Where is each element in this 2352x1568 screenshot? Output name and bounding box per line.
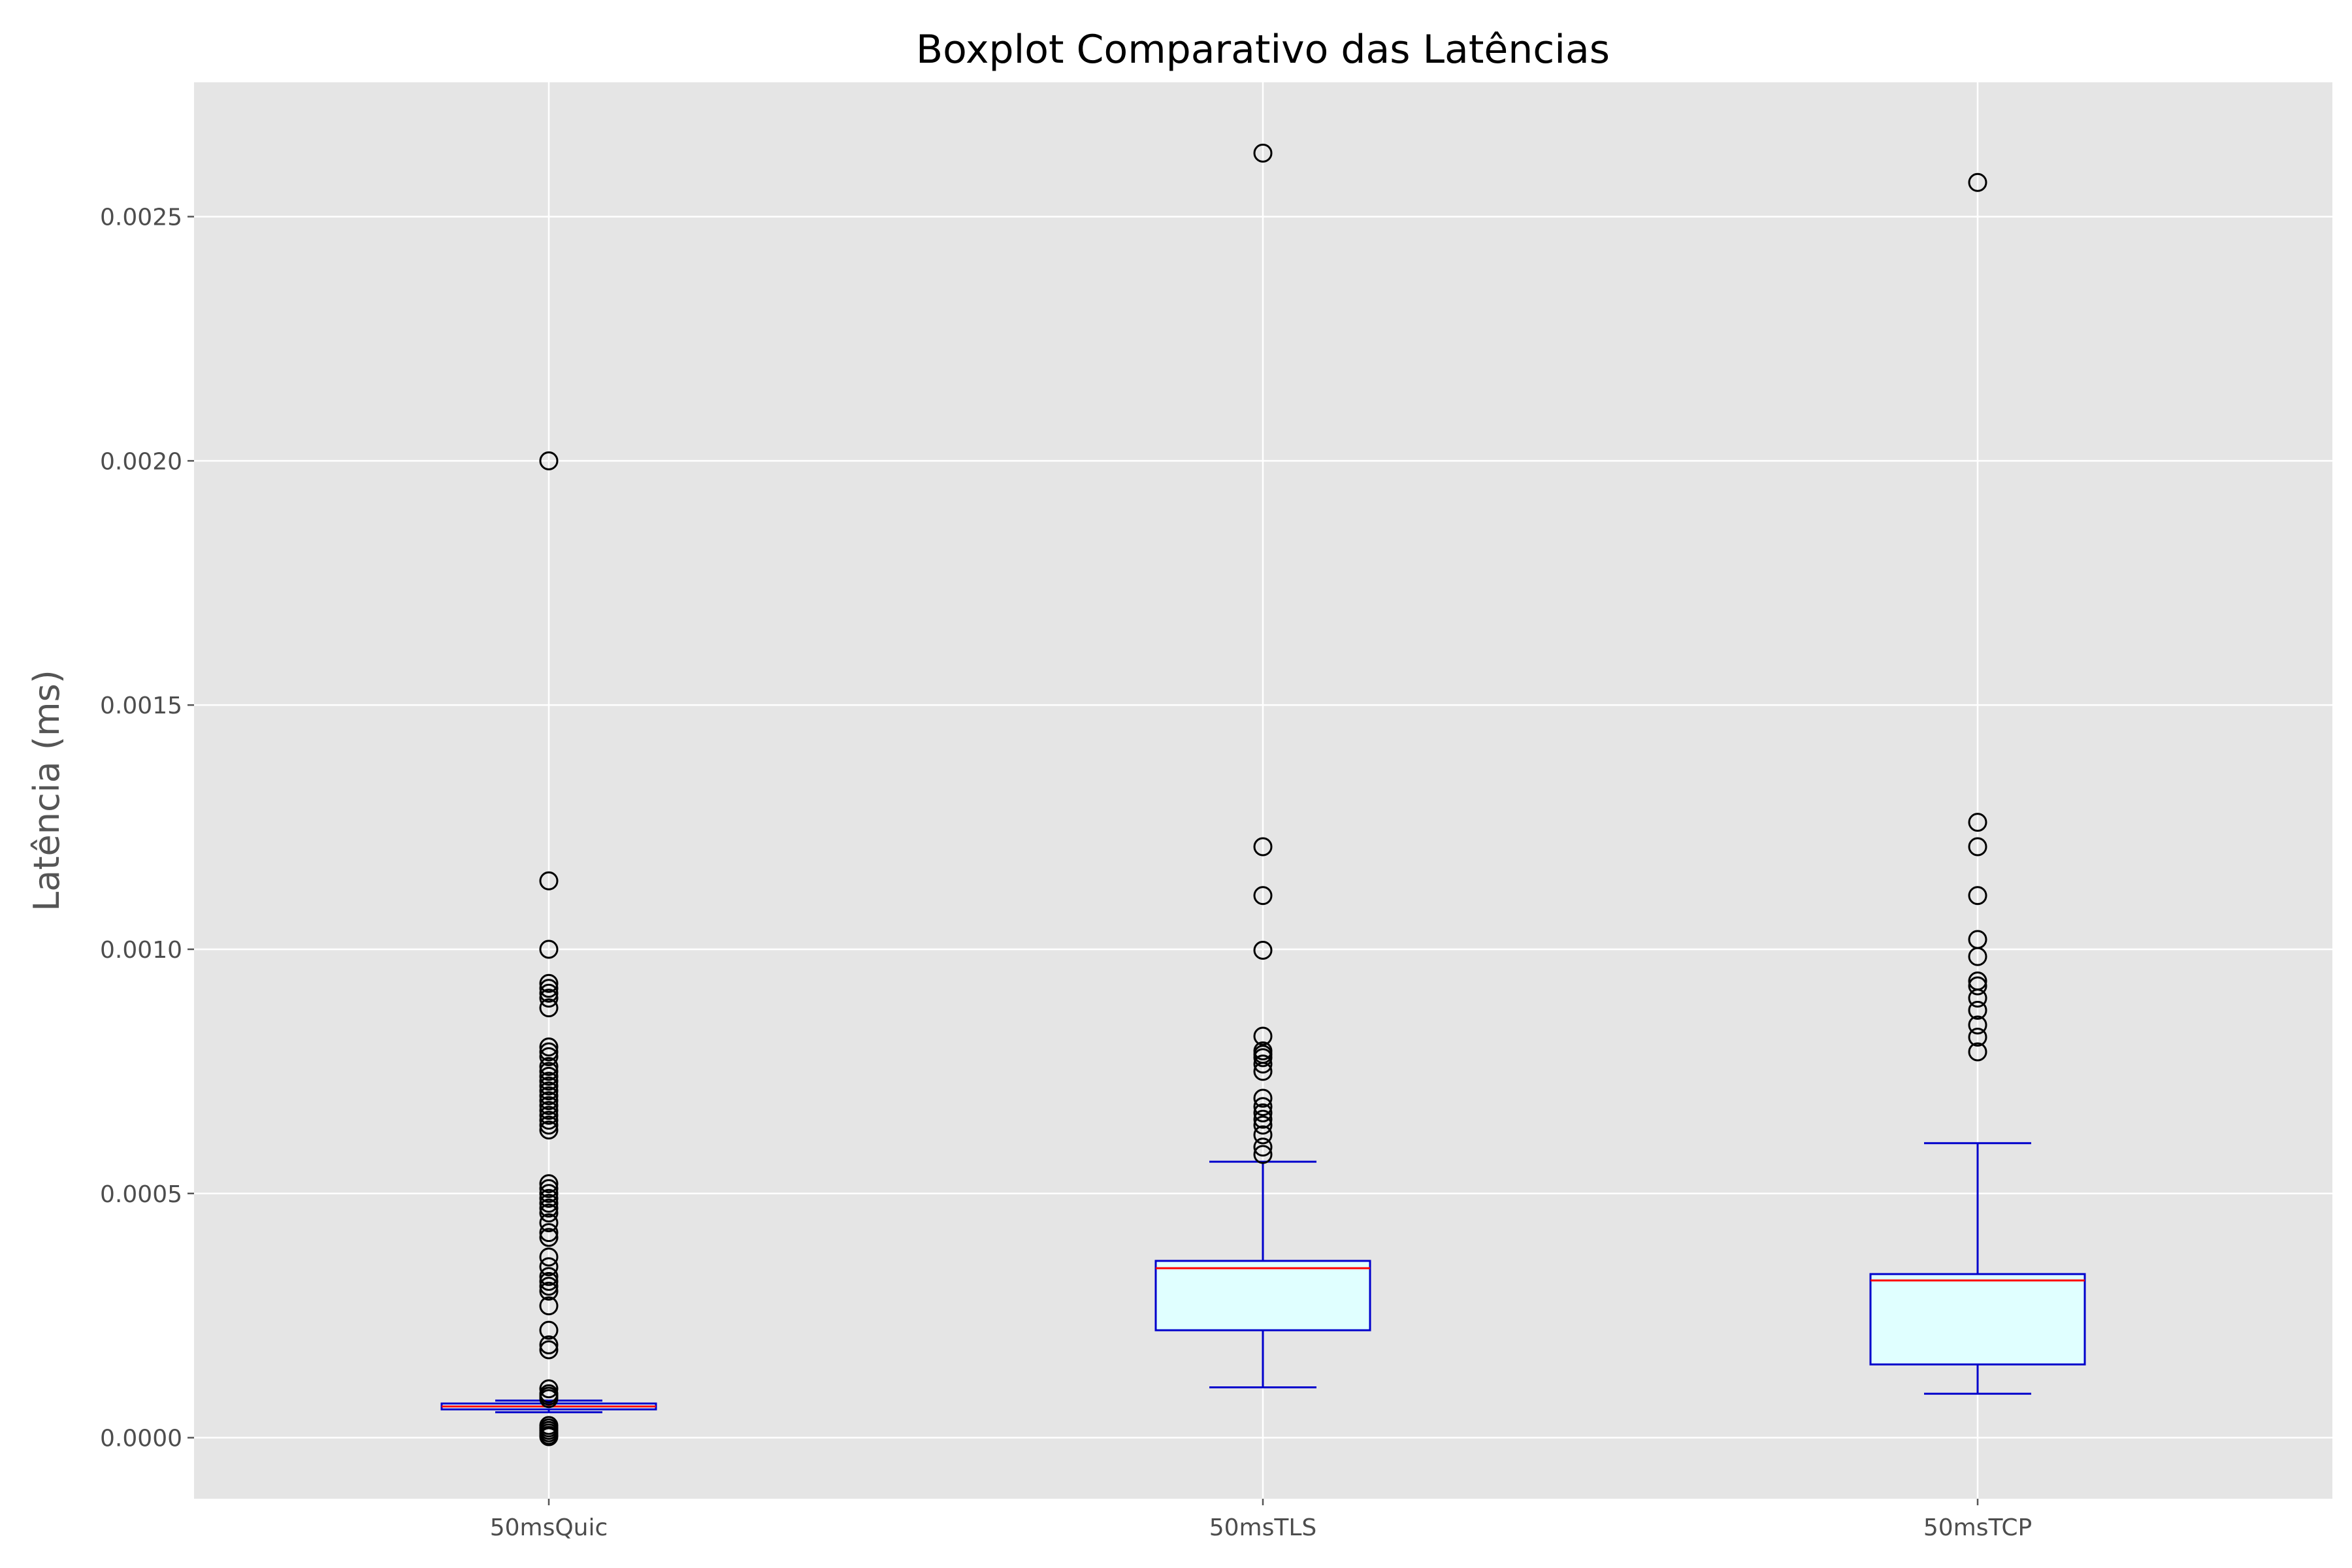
outlier-point bbox=[539, 1086, 559, 1105]
outlier-point bbox=[1253, 1115, 1273, 1135]
box-50msTCP bbox=[1869, 172, 2086, 1395]
outlier-point bbox=[539, 1427, 559, 1446]
x-tick-label: 50msQuic bbox=[490, 1514, 608, 1541]
outlier-point bbox=[539, 1271, 559, 1291]
outlier-point bbox=[539, 939, 559, 959]
outlier-point bbox=[539, 1037, 559, 1056]
outlier-point bbox=[539, 1213, 559, 1233]
outlier-point bbox=[1253, 1054, 1273, 1074]
outlier-point bbox=[1253, 1097, 1273, 1117]
outlier-point bbox=[539, 1179, 559, 1198]
outlier-point bbox=[539, 1115, 559, 1135]
outlier-point bbox=[1968, 988, 1987, 1008]
outlier-point bbox=[539, 1120, 559, 1140]
box-50msTLS bbox=[1154, 143, 1371, 1389]
y-tick-label: 0.0020 bbox=[100, 448, 182, 475]
outlier-point bbox=[539, 998, 559, 1018]
outlier-point bbox=[1968, 947, 1987, 966]
chart-title: Boxplot Comparativo das Latências bbox=[916, 27, 1610, 73]
outlier-point bbox=[1253, 837, 1273, 857]
outlier-point bbox=[539, 1184, 559, 1203]
outlier-point bbox=[1968, 813, 1987, 832]
outlier-point bbox=[539, 1203, 559, 1223]
outlier-point bbox=[539, 979, 559, 998]
outlier-point bbox=[539, 1096, 559, 1115]
y-tick-label: 0.0025 bbox=[100, 204, 182, 231]
outlier-point bbox=[539, 1277, 559, 1296]
outlier-point bbox=[539, 1386, 559, 1406]
outlier-point bbox=[539, 1198, 559, 1218]
outlier-point bbox=[539, 1071, 559, 1091]
outlier-point bbox=[539, 451, 559, 470]
outlier-point bbox=[1253, 940, 1273, 960]
outlier-point bbox=[1968, 172, 1987, 192]
outlier-point bbox=[1968, 1028, 1987, 1047]
outlier-point bbox=[539, 1091, 559, 1111]
outlier-point bbox=[539, 1076, 559, 1096]
outlier-point bbox=[1968, 976, 1987, 996]
outlier-point bbox=[539, 1320, 559, 1340]
y-axis-label: Latência (ms) bbox=[26, 670, 67, 911]
outlier-point bbox=[539, 1335, 559, 1355]
outlier-point bbox=[539, 1296, 559, 1316]
outlier-point bbox=[1968, 1015, 1987, 1035]
outlier-point bbox=[1253, 886, 1273, 906]
y-tick-label: 0.0015 bbox=[100, 693, 182, 719]
outlier-point bbox=[1253, 1048, 1273, 1068]
outlier-point bbox=[539, 983, 559, 1003]
outlier-point bbox=[1253, 1088, 1273, 1108]
x-axis-ticks: 50msQuic 50msTLS 50msTCP bbox=[490, 1499, 2032, 1541]
outlier-point bbox=[539, 1257, 559, 1277]
outlier-point bbox=[539, 973, 559, 993]
outlier-point bbox=[539, 1194, 559, 1213]
outlier-point bbox=[539, 1081, 559, 1101]
outlier-point bbox=[539, 1228, 559, 1247]
outlier-point bbox=[539, 1101, 559, 1120]
y-tick-label: 0.0005 bbox=[100, 1181, 182, 1208]
outlier-point bbox=[1253, 1062, 1273, 1081]
outlier-point bbox=[539, 1066, 559, 1086]
outlier-point bbox=[1968, 1000, 1987, 1020]
outlier-point bbox=[539, 1047, 559, 1066]
outlier-point bbox=[1253, 1145, 1273, 1164]
outlier-point bbox=[539, 1267, 559, 1286]
y-tick-label: 0.0000 bbox=[100, 1426, 182, 1452]
box-series bbox=[440, 143, 2086, 1446]
outlier-point bbox=[539, 988, 559, 1008]
iqr-box bbox=[1154, 1260, 1371, 1331]
outlier-point bbox=[539, 1340, 559, 1360]
outlier-point bbox=[539, 1105, 559, 1125]
outlier-point bbox=[539, 1281, 559, 1301]
outlier-point bbox=[539, 1223, 559, 1243]
outlier-point bbox=[1968, 1042, 1987, 1062]
outlier-point bbox=[1253, 1125, 1273, 1145]
outlier-point bbox=[1253, 1103, 1273, 1122]
outlier-point bbox=[539, 871, 559, 890]
outlier-point bbox=[539, 1188, 559, 1208]
outlier-point bbox=[1968, 837, 1987, 857]
outlier-point bbox=[1253, 1109, 1273, 1129]
outlier-point bbox=[539, 1062, 559, 1081]
outlier-point bbox=[539, 1247, 559, 1267]
outlier-point bbox=[539, 1174, 559, 1194]
outlier-point bbox=[539, 1042, 559, 1062]
x-tick-label: 50msTLS bbox=[1209, 1514, 1317, 1541]
outlier-point bbox=[1253, 1026, 1273, 1046]
outlier-point bbox=[539, 1056, 559, 1076]
y-tick-label: 0.0010 bbox=[100, 937, 182, 964]
iqr-box bbox=[1869, 1273, 2086, 1365]
x-tick-label: 50msTCP bbox=[1923, 1514, 2032, 1541]
outlier-point bbox=[1253, 1137, 1273, 1157]
y-axis-ticks: 0.0000 0.0005 0.0010 0.0015 0.0020 0.0025 bbox=[100, 204, 194, 1452]
outlier-point bbox=[539, 1111, 559, 1130]
outlier-point bbox=[1968, 886, 1987, 906]
outlier-point bbox=[1253, 143, 1273, 163]
box-50msQuic bbox=[440, 451, 657, 1446]
outlier-point bbox=[539, 1379, 559, 1399]
